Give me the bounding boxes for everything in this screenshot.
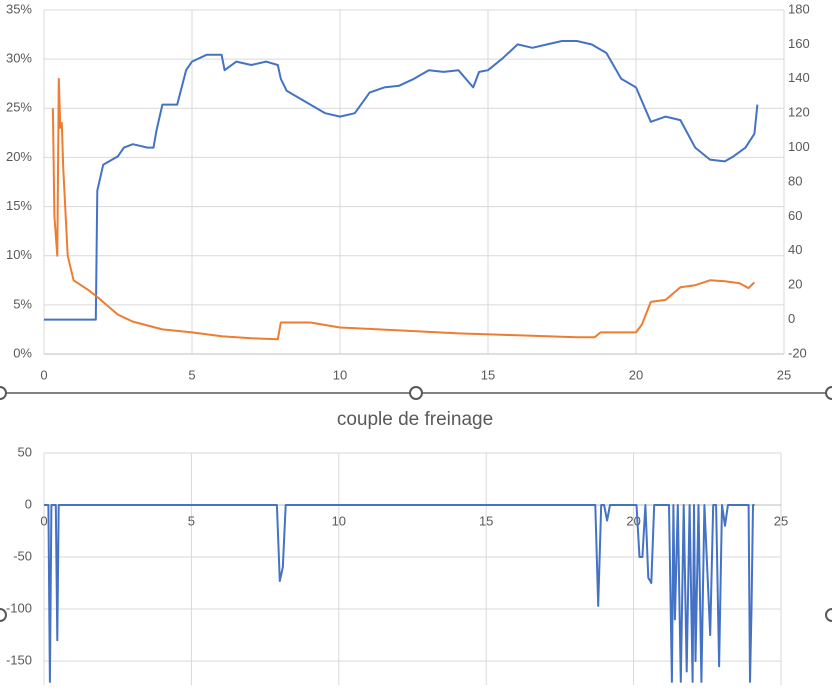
y-tick-label: 50 [18, 444, 32, 459]
x-tick-label: 10 [332, 513, 346, 528]
y-tick-label: 30% [6, 51, 32, 66]
x-tick-label: 25 [777, 367, 791, 382]
y-tick-label: -50 [13, 548, 32, 563]
chart-title: couple de freinage [337, 409, 493, 430]
y-tick-label: 10% [6, 247, 32, 262]
y2-tick-label: 20 [788, 277, 802, 292]
resize-handle[interactable] [0, 608, 7, 622]
x-tick-label: 0 [40, 513, 47, 528]
series-line [44, 504, 755, 683]
y-tick-label: 0% [13, 345, 32, 360]
y-tick-label: 5% [13, 296, 32, 311]
x-tick-label: 15 [479, 513, 493, 528]
x-tick-label: 15 [481, 367, 495, 382]
resize-handle[interactable] [0, 386, 7, 400]
x-tick-label: 10 [333, 367, 347, 382]
y-tick-label: 15% [6, 198, 32, 213]
x-tick-label: 5 [188, 513, 195, 528]
series-line [44, 40, 759, 321]
resize-handle[interactable] [409, 386, 423, 400]
y2-tick-label: 100 [788, 139, 810, 154]
y2-tick-label: -20 [788, 345, 807, 360]
x-tick-label: 20 [629, 367, 643, 382]
y-tick-label: 20% [6, 149, 32, 164]
y-tick-label: -100 [6, 600, 32, 615]
y-tick-label: -150 [6, 653, 32, 668]
y2-tick-label: 120 [788, 105, 810, 120]
y2-tick-label: 140 [788, 70, 810, 85]
y2-tick-label: 0 [788, 311, 795, 326]
resize-handle[interactable] [825, 608, 832, 622]
y2-tick-label: 60 [788, 208, 802, 223]
y-tick-label: 25% [6, 100, 32, 115]
y2-tick-label: 180 [788, 1, 810, 16]
y-tick-label: 35% [6, 1, 32, 16]
y2-tick-label: 160 [788, 36, 810, 51]
series-line [51, 77, 756, 341]
resize-handle[interactable] [825, 386, 832, 400]
y2-tick-label: 40 [788, 242, 802, 257]
x-tick-label: 25 [774, 513, 788, 528]
y-tick-label: 0 [25, 496, 32, 511]
x-tick-label: 0 [40, 367, 47, 382]
y2-tick-label: 80 [788, 173, 802, 188]
x-tick-label: 5 [188, 367, 195, 382]
